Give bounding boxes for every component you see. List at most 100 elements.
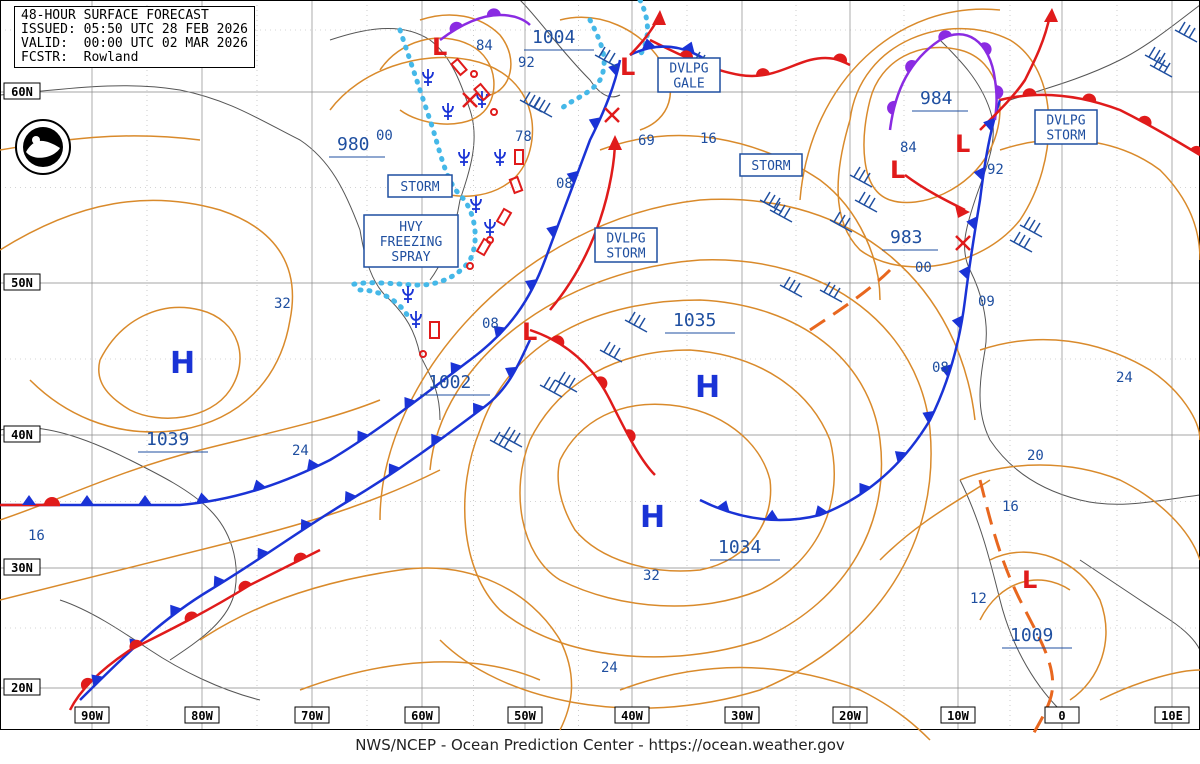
lon-label-10w: 10W [940,706,976,724]
lon-label-60w: 60W [404,706,440,724]
svg-text:DVLPG: DVLPG [1046,114,1085,129]
low-symbol: L [620,53,635,81]
lon-label-70w: 70W [294,706,330,724]
low-symbol: L [890,156,905,184]
svg-text:DVLPG: DVLPG [669,62,708,77]
lon-label-30w: 30W [724,706,760,724]
lon-label-40w: 40W [614,706,650,724]
svg-text:50W: 50W [514,709,536,723]
isobar-label: 20 [1027,448,1044,464]
lon-label-20w: 20W [832,706,868,724]
ice-accretion-symbols [419,57,524,358]
svg-text:HVY: HVY [399,220,423,235]
isobar-label: 00 [376,128,393,144]
lat-label-20n: 20N [3,678,41,696]
isobar-label: 69 [638,133,655,149]
lat-lon-grid [0,0,1200,730]
isobar-label: 24 [292,443,309,459]
header-issued: ISSUED: 05:50 UTC 28 FEB 2026 [21,22,248,37]
lon-label-10e: 10E [1154,706,1190,724]
latitude-labels: 60N 50N 40N 30N 20N [3,82,41,696]
warning-box: STORM [739,153,803,177]
isobar-label: 84 [476,38,493,54]
isobar-label: 12 [970,591,987,607]
warning-boxes: STORMHVYFREEZINGSPRAYDVLPGGALEDVLPGSTORM… [363,57,1098,268]
high-symbol: H [695,370,720,405]
svg-text:90W: 90W [81,709,103,723]
pressure-1002: 1002 [428,372,471,393]
isobar-label: 92 [518,55,535,71]
isobar-label: 78 [515,129,532,145]
header-title: 48-HOUR SURFACE FORECAST [21,8,209,23]
lat-label-50n: 50N [3,273,41,291]
svg-text:DVLPG: DVLPG [606,232,645,247]
pressure-1039: 1039 [146,429,189,450]
isobar-label: 92 [987,162,1004,178]
lon-label-0: 0 [1044,706,1080,724]
footer-credit: NWS/NCEP - Ocean Prediction Center - htt… [355,736,845,754]
svg-text:70W: 70W [301,709,323,723]
isobar-label: 08 [932,360,949,376]
lon-label-80w: 80W [184,706,220,724]
svg-text:10E: 10E [1161,709,1183,723]
isobar-labels: 84 92 00 78 69 16 08 08 32 24 16 32 24 12 16 20 24 08 09 00… [28,38,1133,676]
isobar-label: 24 [1116,370,1133,386]
low-position-markers [462,92,971,251]
svg-text:STORM: STORM [751,159,790,174]
isobar-label: 32 [643,568,660,584]
isobar-label: 00 [915,260,932,276]
pressure-values: 1039 1035 1034 1002 1004 980 984 983 100… [146,27,1053,646]
warning-box: STORM [387,174,453,198]
svg-text:40N: 40N [11,428,33,442]
svg-text:GALE: GALE [673,77,704,92]
lat-label-60n: 60N [3,82,41,100]
svg-text:STORM: STORM [400,180,439,195]
high-symbol: H [170,346,195,381]
svg-text:20W: 20W [839,709,861,723]
pressure-1035: 1035 [673,310,716,331]
longitude-labels: 90W 80W 70W 60W 50W 40W 30W 20W 10W 0 10E [74,706,1190,724]
svg-text:FREEZING: FREEZING [380,235,443,250]
noaa-logo [15,119,71,175]
low-symbol: L [955,130,970,158]
lat-label-40n: 40N [3,425,41,443]
forecast-header: 48-HOUR SURFACE FORECAST ISSUED: 05:50 U… [14,6,255,68]
svg-text:STORM: STORM [1046,129,1085,144]
svg-text:20N: 20N [11,681,33,695]
svg-text:30N: 30N [11,561,33,575]
isobar-label: 09 [978,294,995,310]
isobar-label: 24 [601,660,618,676]
svg-text:60W: 60W [411,709,433,723]
svg-text:SPRAY: SPRAY [391,250,430,265]
isobar-label: 08 [482,316,499,332]
high-symbol: H [640,500,665,535]
svg-text:80W: 80W [191,709,213,723]
pressure-1009: 1009 [1010,625,1053,646]
isobar-label: 16 [700,131,717,147]
isobar-label: 08 [556,176,573,192]
header-valid: VALID: 00:00 UTC 02 MAR 2026 [21,36,248,51]
lon-label-90w: 90W [74,706,110,724]
svg-text:30W: 30W [731,709,753,723]
low-symbol: L [522,318,537,346]
coastlines [0,0,1200,711]
isobar-label: 84 [900,140,917,156]
wind-barbs [489,21,1198,453]
low-symbol: L [1022,566,1037,594]
lat-label-30n: 30N [3,558,41,576]
pressure-980: 980 [337,134,370,155]
svg-text:0: 0 [1058,709,1065,723]
isobar-label: 16 [28,528,45,544]
svg-text:STORM: STORM [606,247,645,262]
svg-text:10W: 10W [947,709,969,723]
header-forecaster: FCSTR: Rowland [21,50,139,65]
svg-text:60N: 60N [11,85,33,99]
svg-text:40W: 40W [621,709,643,723]
lon-label-50w: 50W [507,706,543,724]
